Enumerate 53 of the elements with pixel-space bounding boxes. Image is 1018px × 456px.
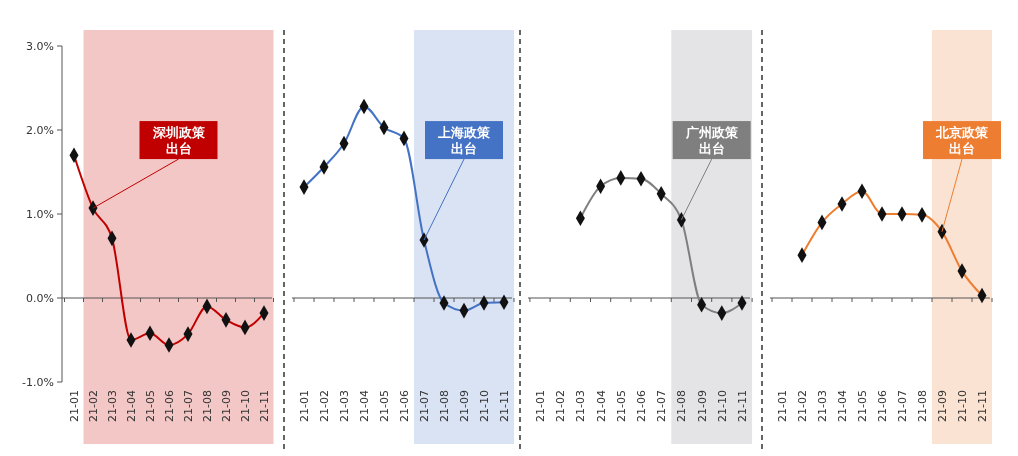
annotation: 深圳政策出台 — [151, 124, 206, 156]
y-tick-label: 0.0% — [26, 291, 54, 305]
x-tick-label: 21-10 — [956, 390, 969, 422]
x-tick-label: 21-06 — [635, 390, 648, 422]
annotation: 上海政策出台 — [437, 124, 491, 156]
x-tick-label: 21-04 — [836, 390, 849, 422]
x-tick-label: 21-08 — [675, 390, 689, 422]
x-tick-label: 21-09 — [936, 390, 949, 422]
x-tick-label: 21-10 — [478, 390, 491, 422]
annotation: 北京政策出台 — [935, 124, 989, 156]
y-tick-label: 1.0% — [26, 207, 54, 221]
x-tick-label: 21-08 — [916, 390, 929, 422]
y-tick-label: -1.0% — [22, 375, 54, 389]
x-tick-label: 21-08 — [438, 390, 451, 422]
x-tick-label: 21-03 — [106, 390, 119, 422]
x-tick-label: 21-02 — [554, 390, 568, 422]
x-tick-label: 21-02 — [318, 390, 331, 422]
x-tick-label: 21-01 — [534, 390, 547, 422]
x-tick-label: 21-02 — [87, 390, 100, 422]
x-tick-label: 21-11 — [736, 390, 749, 422]
x-tick-label: 21-06 — [163, 390, 176, 422]
x-tick-label: 21-07 — [182, 390, 195, 422]
x-tick-label: 21-09 — [220, 390, 233, 422]
x-tick-label: 21-08 — [201, 390, 214, 422]
x-tick-label: 21-10 — [239, 390, 252, 422]
x-tick-label: 21-05 — [614, 390, 628, 422]
x-tick-label: 21-03 — [816, 390, 829, 422]
x-tick-label: 21-11 — [976, 390, 989, 422]
x-tick-label: 21-01 — [298, 390, 311, 422]
x-tick-label: 21-03 — [338, 390, 351, 422]
x-tick-label: 21-04 — [125, 390, 138, 422]
x-tick-label: 21-05 — [856, 390, 869, 422]
x-tick-label: 21-09 — [458, 390, 471, 422]
x-tick-label: 21-06 — [398, 390, 411, 422]
x-tick-label: 21-09 — [695, 390, 709, 422]
x-tick-label: 21-01 — [776, 390, 789, 422]
x-tick-label: 21-05 — [144, 390, 157, 422]
x-tick-label: 21-07 — [655, 390, 669, 422]
x-tick-label: 21-11 — [258, 390, 271, 422]
x-tick-label: 21-04 — [594, 390, 608, 422]
x-tick-label: 21-10 — [715, 390, 729, 422]
x-tick-label: 21-06 — [876, 390, 889, 422]
y-tick-label: 3.0% — [26, 39, 54, 53]
annotation: 广州政策出台 — [684, 124, 739, 156]
x-tick-label: 21-07 — [896, 390, 909, 422]
x-tick-label: 21-01 — [68, 390, 81, 422]
x-tick-label: 21-05 — [378, 390, 391, 422]
x-tick-label: 21-04 — [358, 390, 371, 422]
x-tick-label: 21-07 — [418, 390, 431, 422]
y-tick-label: 2.0% — [26, 123, 54, 137]
x-tick-label: 21-11 — [498, 390, 511, 422]
x-tick-label: 21-02 — [796, 390, 809, 422]
x-tick-label: 21-03 — [574, 390, 588, 422]
